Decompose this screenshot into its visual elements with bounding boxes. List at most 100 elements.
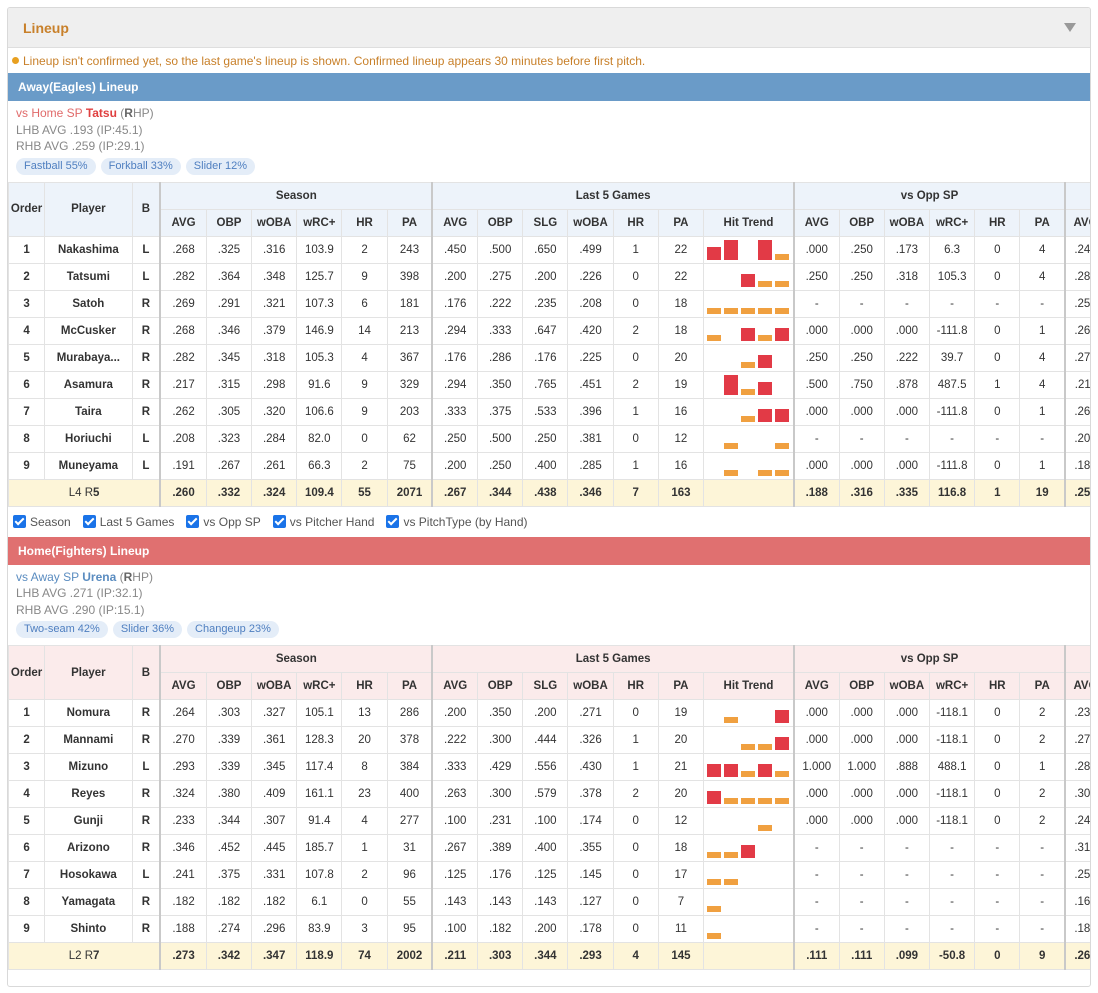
col-wrc[interactable]: wRC+ bbox=[296, 672, 343, 700]
player-row[interactable]: 9 Shinto R .188.274.296 83.9 3 95.100.182.200.… bbox=[8, 915, 1090, 943]
player-row[interactable]: 2 Mannami R .270.339.361 128.3 20 378.222.300.… bbox=[8, 726, 1090, 754]
col-order[interactable]: Order bbox=[8, 181, 46, 237]
col-woba[interactable]: wOBA bbox=[883, 208, 930, 237]
player-name[interactable]: Mannami bbox=[44, 726, 133, 754]
col-obp[interactable]: OBP bbox=[477, 672, 524, 700]
col-hr[interactable]: HR bbox=[612, 208, 659, 237]
player-row[interactable]: 6 Arizono R .346.452.445 185.7 1 31.267.389.40… bbox=[8, 834, 1090, 862]
player-row[interactable]: 3 Mizuno L .293.339.345 117.4 8 384.333.429.55… bbox=[8, 753, 1090, 781]
player-row[interactable]: 8 Horiuchi L .208.323.284 82.0 0 62.250.500.25… bbox=[8, 424, 1090, 453]
player-row[interactable]: 2 Tatsumi L .282.364.348 125.7 9 398.200.275.2… bbox=[8, 262, 1090, 291]
pitch-tag[interactable]: Forkball 33% bbox=[100, 157, 181, 175]
player-row[interactable]: 4 McCusker R .268.346.379 146.9 14 213.294.333… bbox=[8, 316, 1090, 345]
col-wrc[interactable]: wRC+ bbox=[296, 208, 343, 237]
col-trend[interactable]: Hit Trend bbox=[703, 208, 795, 237]
filter-option[interactable]: Last 5 Games bbox=[82, 515, 174, 529]
checkbox-checked-icon[interactable] bbox=[272, 515, 286, 528]
col-woba[interactable]: wOBA bbox=[251, 672, 298, 700]
col-hr[interactable]: HR bbox=[341, 208, 388, 237]
col-hr[interactable]: HR bbox=[974, 672, 1021, 700]
col-obp[interactable]: OBP bbox=[838, 208, 885, 237]
col-avg[interactable]: AVG bbox=[159, 208, 207, 237]
col-pa[interactable]: PA bbox=[1019, 208, 1066, 237]
player-name[interactable]: Nomura bbox=[44, 699, 133, 727]
player-row[interactable]: 7 Hosokawa L .241.375.331 107.8 2 96.125.176.1… bbox=[8, 861, 1090, 889]
pitch-tag[interactable]: Fastball 55% bbox=[16, 157, 96, 175]
col-hr[interactable]: HR bbox=[974, 208, 1021, 237]
player-name[interactable]: Tatsumi bbox=[44, 262, 133, 291]
col-woba[interactable]: wOBA bbox=[251, 208, 298, 237]
panel-header[interactable]: Lineup bbox=[8, 8, 1090, 48]
col-bats[interactable]: B bbox=[131, 181, 161, 237]
col-avg[interactable]: AVG bbox=[1064, 672, 1090, 700]
col-woba[interactable]: wOBA bbox=[883, 672, 930, 700]
away-sp-name[interactable]: Tatsu bbox=[85, 106, 117, 120]
player-name[interactable]: Horiuchi bbox=[44, 424, 133, 453]
player-name[interactable]: McCusker bbox=[44, 316, 133, 345]
checkbox-checked-icon[interactable] bbox=[13, 515, 26, 528]
col-pa[interactable]: PA bbox=[386, 672, 433, 700]
col-slg[interactable]: SLG bbox=[522, 672, 569, 700]
player-name[interactable]: Murabaya... bbox=[44, 343, 133, 372]
player-row[interactable]: 1 Nomura R .264.303.327 105.1 13 286.200.350.2… bbox=[8, 699, 1090, 727]
col-obp[interactable]: OBP bbox=[838, 672, 885, 700]
filter-option[interactable]: Season bbox=[13, 515, 71, 529]
home-lineup-table-wrap[interactable]: Order Player B Season Last 5 Games vs Opp SP A… bbox=[8, 645, 1090, 970]
checkbox-checked-icon[interactable] bbox=[186, 515, 200, 528]
player-name[interactable]: Nakashima bbox=[44, 235, 133, 264]
pitch-tag[interactable]: Two-seam 42% bbox=[16, 621, 108, 638]
player-row[interactable]: 6 Asamura R .217.315.298 91.6 9 329.294.350.76… bbox=[8, 370, 1090, 399]
player-name[interactable]: Yamagata bbox=[44, 888, 133, 916]
col-wrc[interactable]: wRC+ bbox=[928, 208, 976, 237]
col-avg[interactable]: AVG bbox=[792, 208, 840, 237]
pitch-tag[interactable]: Slider 36% bbox=[112, 621, 183, 638]
collapse-caret-icon[interactable] bbox=[1064, 23, 1076, 32]
col-player[interactable]: Player bbox=[44, 181, 133, 237]
col-pa[interactable]: PA bbox=[657, 672, 705, 700]
away-lineup-table-wrap[interactable]: Order Player B Season Last 5 Games vs Opp SP A… bbox=[8, 181, 1090, 507]
col-pa[interactable]: PA bbox=[386, 208, 433, 237]
player-row[interactable]: 4 Reyes R .324.380.409 161.1 23 400.263.300.57… bbox=[8, 780, 1090, 808]
player-row[interactable]: 5 Murabaya... R .282.345.318 105.3 4 367.176.2… bbox=[8, 343, 1090, 372]
col-avg[interactable]: AVG bbox=[159, 672, 207, 700]
col-avg[interactable]: AVG bbox=[431, 672, 479, 700]
player-name[interactable]: Reyes bbox=[44, 780, 133, 808]
checkbox-checked-icon[interactable] bbox=[82, 515, 96, 528]
player-name[interactable]: Satoh bbox=[44, 289, 133, 318]
player-name[interactable]: Asamura bbox=[44, 370, 133, 399]
col-pa[interactable]: PA bbox=[657, 208, 705, 237]
col-order[interactable]: Order bbox=[8, 645, 46, 700]
player-row[interactable]: 3 Satoh R .269.291.321 107.3 6 181.176.222.235… bbox=[8, 289, 1090, 318]
home-sp-name[interactable]: Urena bbox=[82, 569, 117, 584]
col-obp[interactable]: OBP bbox=[205, 672, 253, 700]
col-avg[interactable]: AVG bbox=[1064, 208, 1090, 237]
player-row[interactable]: 7 Taira R .262.305.320 106.6 9 203.333.375.533… bbox=[8, 397, 1090, 426]
col-trend[interactable]: Hit Trend bbox=[703, 672, 795, 700]
col-hr[interactable]: HR bbox=[612, 672, 659, 700]
col-slg[interactable]: SLG bbox=[522, 208, 569, 237]
filter-option[interactable]: vs Opp SP bbox=[186, 515, 261, 529]
col-avg[interactable]: AVG bbox=[792, 672, 840, 700]
col-woba[interactable]: wOBA bbox=[567, 672, 614, 700]
player-row[interactable]: 8 Yamagata R .182.182.182 6.1 0 55.143.143.143… bbox=[8, 888, 1090, 916]
player-row[interactable]: 9 Muneyama L .191.267.261 66.3 2 75.200.250.40… bbox=[8, 451, 1090, 480]
col-hr[interactable]: HR bbox=[341, 672, 388, 700]
player-name[interactable]: Mizuno bbox=[44, 753, 133, 781]
checkbox-checked-icon[interactable] bbox=[386, 515, 400, 528]
filter-option[interactable]: vs PitchType (by Hand) bbox=[386, 515, 528, 529]
col-wrc[interactable]: wRC+ bbox=[928, 672, 976, 700]
col-woba[interactable]: wOBA bbox=[567, 208, 614, 237]
pitch-tag[interactable]: Slider 12% bbox=[185, 157, 255, 175]
col-obp[interactable]: OBP bbox=[205, 208, 253, 237]
filter-option[interactable]: vs Pitcher Hand bbox=[272, 515, 374, 529]
col-bats[interactable]: B bbox=[131, 645, 161, 700]
player-name[interactable]: Hosokawa bbox=[44, 861, 133, 889]
player-name[interactable]: Muneyama bbox=[44, 451, 133, 480]
col-player[interactable]: Player bbox=[44, 645, 133, 700]
col-avg[interactable]: AVG bbox=[431, 208, 479, 237]
player-row[interactable]: 5 Gunji R .233.344.307 91.4 4 277.100.231.100.… bbox=[8, 807, 1090, 835]
player-name[interactable]: Taira bbox=[44, 397, 133, 426]
player-row[interactable]: 1 Nakashima L .268.325.316 103.9 2 243.450.500… bbox=[8, 235, 1090, 264]
player-name[interactable]: Arizono bbox=[44, 834, 133, 862]
col-pa[interactable]: PA bbox=[1019, 672, 1066, 700]
